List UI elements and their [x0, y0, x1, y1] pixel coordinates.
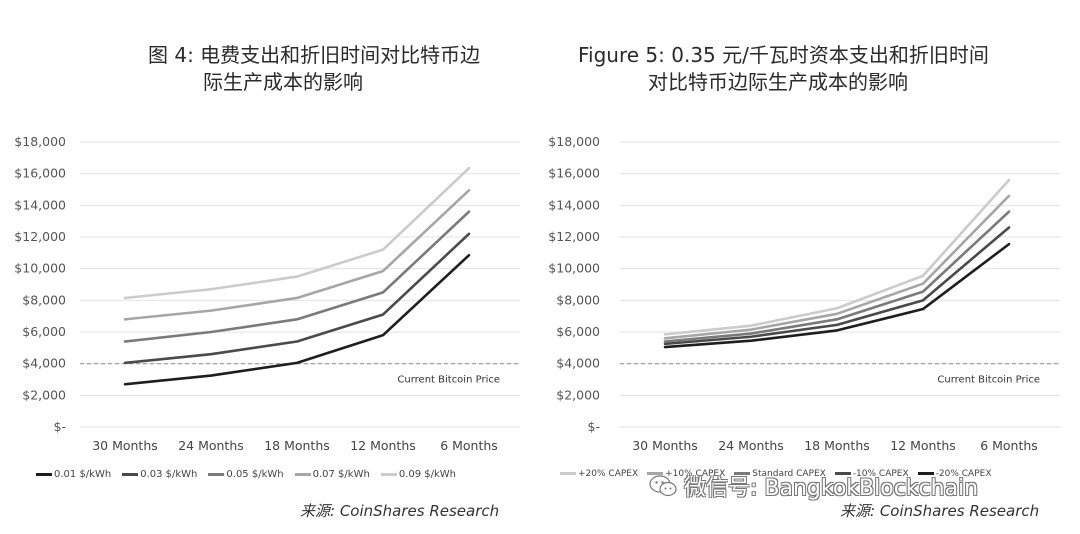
series-line [123, 210, 471, 343]
left-chart-panel: 图 4: 电费支出和折旧时间对比特币边 际生产成本的影响 $18,000 $16,… [14, 43, 536, 520]
legend-item: 0.05 $/kWh [208, 469, 284, 480]
legend-item: 0.09 $/kWh [380, 469, 457, 480]
y-tick-label: $8,000 [22, 292, 66, 307]
right-chart-legend: +20% CAPEX +10% CAPEX Standard CAPEX -10% C… [560, 468, 1060, 484]
legend-label: 0.09 $/kWh [398, 469, 457, 480]
series-line [123, 166, 471, 300]
legend-swatch [560, 472, 576, 475]
x-tick-label: 6 Months [440, 438, 498, 453]
y-tick-label: $- [588, 419, 600, 434]
x-tick-label: 30 Months [92, 438, 158, 453]
series-line [123, 253, 471, 386]
wechat-icon [649, 475, 677, 497]
legend-item: 0.03 $/kWh [122, 469, 197, 480]
x-tick-label: 18 Months [264, 438, 330, 453]
legend-label: Standard CAPEX [752, 468, 826, 479]
y-tick-label: $6,000 [22, 324, 66, 339]
legend-swatch [647, 472, 664, 475]
legend-swatch [208, 473, 225, 476]
wechat-watermark: 微信号: BangkokBlockchain [648, 468, 978, 504]
legend-item: -10% CAPEX [834, 468, 909, 479]
x-tick-label: 6 Months [980, 438, 1038, 453]
y-tick-label: $18,000 [548, 134, 600, 149]
x-tick-label: 12 Months [350, 438, 416, 453]
reference-line-label: Current Bitcoin Price [937, 375, 1040, 386]
legend-item: 0.01 $/kWh [36, 469, 111, 480]
x-tick-label: 18 Months [804, 438, 870, 453]
y-tick-label: $10,000 [548, 261, 600, 276]
legend-swatch [834, 472, 851, 475]
x-tick-label: 12 Months [890, 438, 956, 453]
series-line [663, 226, 1011, 346]
series-line [123, 188, 471, 321]
x-tick-label: 30 Months [632, 438, 698, 453]
chart-title-line2: 际生产成本的影响 [203, 70, 363, 94]
chart-title-line2: 对比特币边际生产成本的影响 [648, 70, 908, 94]
y-tick-label: $16,000 [548, 166, 600, 181]
x-tick-label: 24 Months [718, 438, 784, 453]
chart-title-line1: Figure 5: 0.35 元/千瓦时资本支出和折旧时间 [578, 43, 989, 67]
legend-label: +20% CAPEX [578, 468, 639, 479]
y-tick-label: $8,000 [556, 292, 600, 307]
legend-item: -20% CAPEX [917, 468, 992, 479]
y-tick-label: $10,000 [14, 261, 66, 276]
y-tick-label: $18,000 [14, 134, 66, 149]
y-tick-label: $14,000 [14, 197, 66, 212]
y-tick-label: $12,000 [548, 229, 600, 244]
chart-title-line1: 图 4: 电费支出和折旧时间对比特币边 [148, 43, 481, 67]
legend-swatch [917, 472, 934, 475]
legend-label: -10% CAPEX [852, 468, 909, 479]
legend-label: 0.01 $/kWh [54, 469, 112, 480]
series-line [123, 232, 471, 365]
y-tick-label: $14,000 [548, 197, 600, 212]
legend-label: 0.03 $/kWh [140, 469, 198, 480]
left-line-chart: $18,000 $16,000 $14,000 $12,000 $10,000 $8,00… [14, 134, 520, 453]
x-tick-label: 24 Months [178, 438, 244, 453]
series-line [663, 242, 1011, 349]
series-line [663, 194, 1011, 340]
source-note: 来源: CoinShares Research [840, 502, 1040, 520]
legend-swatch [294, 473, 311, 476]
series-line [663, 178, 1011, 336]
source-note: 来源: CoinShares Research [300, 502, 500, 520]
watermark-text: 微信号: BangkokBlockchain [684, 476, 979, 501]
y-tick-label: $4,000 [556, 356, 600, 371]
legend-label: 0.05 $/kWh [226, 469, 284, 480]
legend-item: 0.07 $/kWh [294, 469, 370, 480]
y-tick-label: $12,000 [14, 229, 66, 244]
y-tick-label: $6,000 [556, 324, 600, 339]
legend-item: +20% CAPEX [560, 469, 638, 479]
y-tick-label: $16,000 [14, 166, 66, 181]
legend-item: Standard CAPEX [734, 469, 826, 479]
right-line-chart: $18,000 $16,000 $14,000 $12,000 $10,000 $8,00… [548, 134, 1060, 453]
y-tick-label: $2,000 [556, 387, 600, 402]
legend-swatch [734, 472, 751, 475]
y-tick-label: $2,000 [22, 387, 66, 402]
legend-item: +10% CAPEX [647, 469, 725, 479]
legend-swatch [36, 473, 52, 476]
legend-swatch [122, 473, 139, 476]
series-line [663, 210, 1011, 343]
legend-label: 0.07 $/kWh [312, 469, 370, 480]
legend-swatch [380, 473, 397, 476]
right-chart-panel: Figure 5: 0.35 元/千瓦时资本支出和折旧时间 对比特币边际生产成本… [540, 0, 1080, 534]
legend-label: +10% CAPEX [665, 468, 726, 479]
left-chart-legend: 0.01 $/kWh 0.03 $/kWh 0.05 $/kWh 0.07 $/kWh… [36, 468, 536, 484]
reference-line-label: Current Bitcoin Price [397, 375, 500, 386]
y-tick-label: $4,000 [22, 356, 66, 371]
legend-label: -20% CAPEX [935, 468, 992, 479]
y-tick-label: $- [54, 419, 66, 434]
